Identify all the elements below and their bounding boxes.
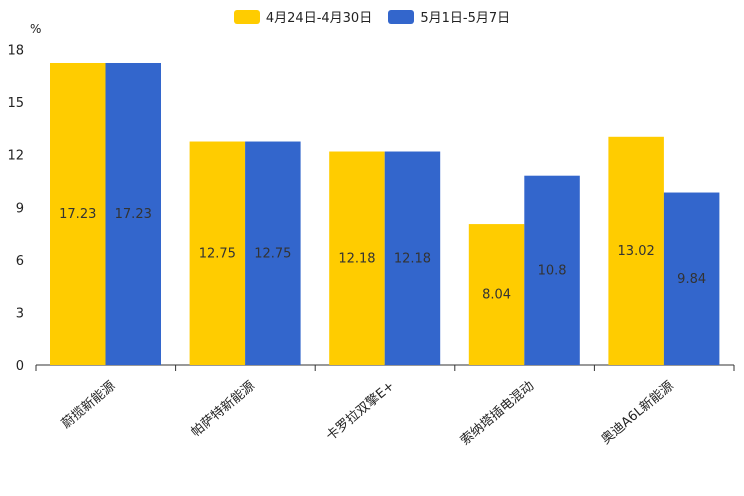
bar-series-1 [468,224,525,365]
bar-series-1 [608,136,664,365]
bar-data-label: 9.84 [677,272,706,287]
bar-series-2 [105,62,161,365]
y-tick-label: 3 [16,306,24,321]
x-category-label: 卡罗拉双擎E+ [323,379,397,445]
bar-data-label: 13.02 [618,244,655,259]
bar-data-label: 8.04 [482,288,511,303]
legend-label-series-2: 5月1日-5月7日 [420,11,511,26]
bar-data-label: 17.23 [59,207,96,222]
legend: 4月24日-4月30日 5月1日-5月7日 [0,7,744,28]
x-category-label: 蔚揽新能源 [58,378,118,432]
bar-data-label: 12.18 [394,251,431,266]
bar-data-label: 12.75 [199,246,236,261]
bar-data-label: 12.18 [338,251,375,266]
legend-label-series-1: 4月24日-4月30日 [265,11,373,26]
legend-item-series-1[interactable]: 4月24日-4月30日 [233,7,373,26]
y-tick-label: 12 [7,149,24,164]
x-category-label: 索纳塔插电混动 [458,379,537,449]
x-category-label: 帕萨特新能源 [188,378,258,440]
bar-series-1 [50,62,106,365]
bar-series-2 [384,151,441,365]
bar-data-label: 10.8 [538,263,567,278]
bar-data-label: 17.23 [115,207,152,222]
y-tick-label: 15 [7,96,24,111]
y-tick-label: 9 [16,201,24,216]
y-tick-label: 0 [16,359,24,374]
bar-series-2 [245,141,301,365]
y-axis-unit: % [30,22,42,36]
legend-swatch-series-2 [388,9,415,24]
bar-data-label: 12.75 [254,246,291,261]
bar-series-1 [189,141,246,365]
legend-item-series-2[interactable]: 5月1日-5月7日 [388,7,510,26]
legend-swatch-series-1 [233,9,260,24]
bar-series-2 [663,192,720,365]
bar-series-1 [329,151,385,365]
bar-series-2 [524,175,580,365]
y-tick-label: 6 [16,254,24,269]
y-tick-label: 18 [7,44,24,59]
x-category-label: 奥迪A6L新能源 [598,378,677,448]
